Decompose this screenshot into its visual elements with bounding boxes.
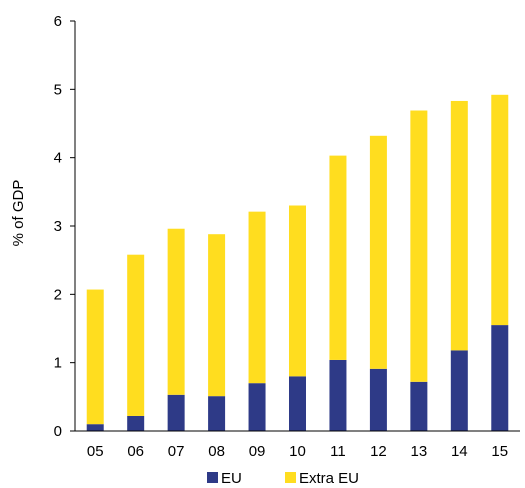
bar-eu-13 [410, 381, 428, 431]
y-axis-title: % of GDP [10, 180, 27, 247]
bar-extra-eu-11 [329, 155, 347, 360]
y-tick-label: 1 [54, 355, 62, 372]
y-tick-label: 4 [54, 150, 62, 167]
x-tick-label: 10 [289, 443, 306, 460]
bar-eu-09 [248, 383, 266, 431]
bar-eu-05 [86, 424, 104, 431]
x-tick-label: 08 [208, 443, 225, 460]
x-tick-label: 15 [491, 443, 508, 460]
bar-extra-eu-07 [167, 228, 185, 395]
x-tick-label: 09 [249, 443, 266, 460]
y-tick-label: 3 [54, 218, 62, 235]
bar-extra-eu-14 [450, 100, 468, 351]
bar-extra-eu-06 [127, 254, 145, 416]
bar-extra-eu-15 [491, 94, 509, 326]
x-tick-label: 11 [330, 443, 346, 460]
y-tick-label: 2 [54, 286, 62, 303]
x-tick-label: 07 [168, 443, 185, 460]
bar-extra-eu-09 [248, 211, 266, 384]
y-tick-label: 6 [54, 13, 62, 30]
bar-eu-12 [369, 368, 387, 431]
bar-eu-10 [289, 376, 306, 431]
x-tick-label: 12 [370, 443, 387, 460]
bar-eu-11 [329, 359, 347, 431]
bar-extra-eu-05 [86, 289, 104, 425]
x-tick-label: 14 [451, 443, 468, 460]
legend-swatch-extra-eu [285, 472, 296, 483]
x-tick-label: 06 [127, 443, 144, 460]
legend-label-extra-eu: Extra EU [299, 470, 359, 487]
bar-eu-14 [450, 350, 468, 431]
y-tick-label: 5 [54, 81, 62, 98]
legend-swatch-eu [207, 472, 218, 483]
bar-eu-07 [167, 394, 185, 431]
plot-area [86, 94, 509, 431]
bar-eu-15 [491, 325, 509, 431]
bar-extra-eu-12 [369, 135, 387, 369]
x-axis: 05 06 07 08 09 10 11 12 13 14 15 [75, 430, 520, 460]
x-tick-label: 13 [411, 443, 428, 460]
legend: EU Extra EU [207, 470, 359, 487]
y-axis: 0 1 2 3 4 5 6 [54, 13, 76, 440]
legend-label-eu: EU [221, 470, 242, 487]
bar-extra-eu-10 [289, 205, 306, 377]
y-tick-label: 0 [54, 423, 62, 440]
bar-eu-06 [127, 415, 145, 431]
x-tick-label: 05 [87, 443, 104, 460]
bar-extra-eu-08 [208, 234, 226, 397]
bar-extra-eu-13 [410, 110, 428, 382]
bar-eu-08 [208, 396, 226, 431]
